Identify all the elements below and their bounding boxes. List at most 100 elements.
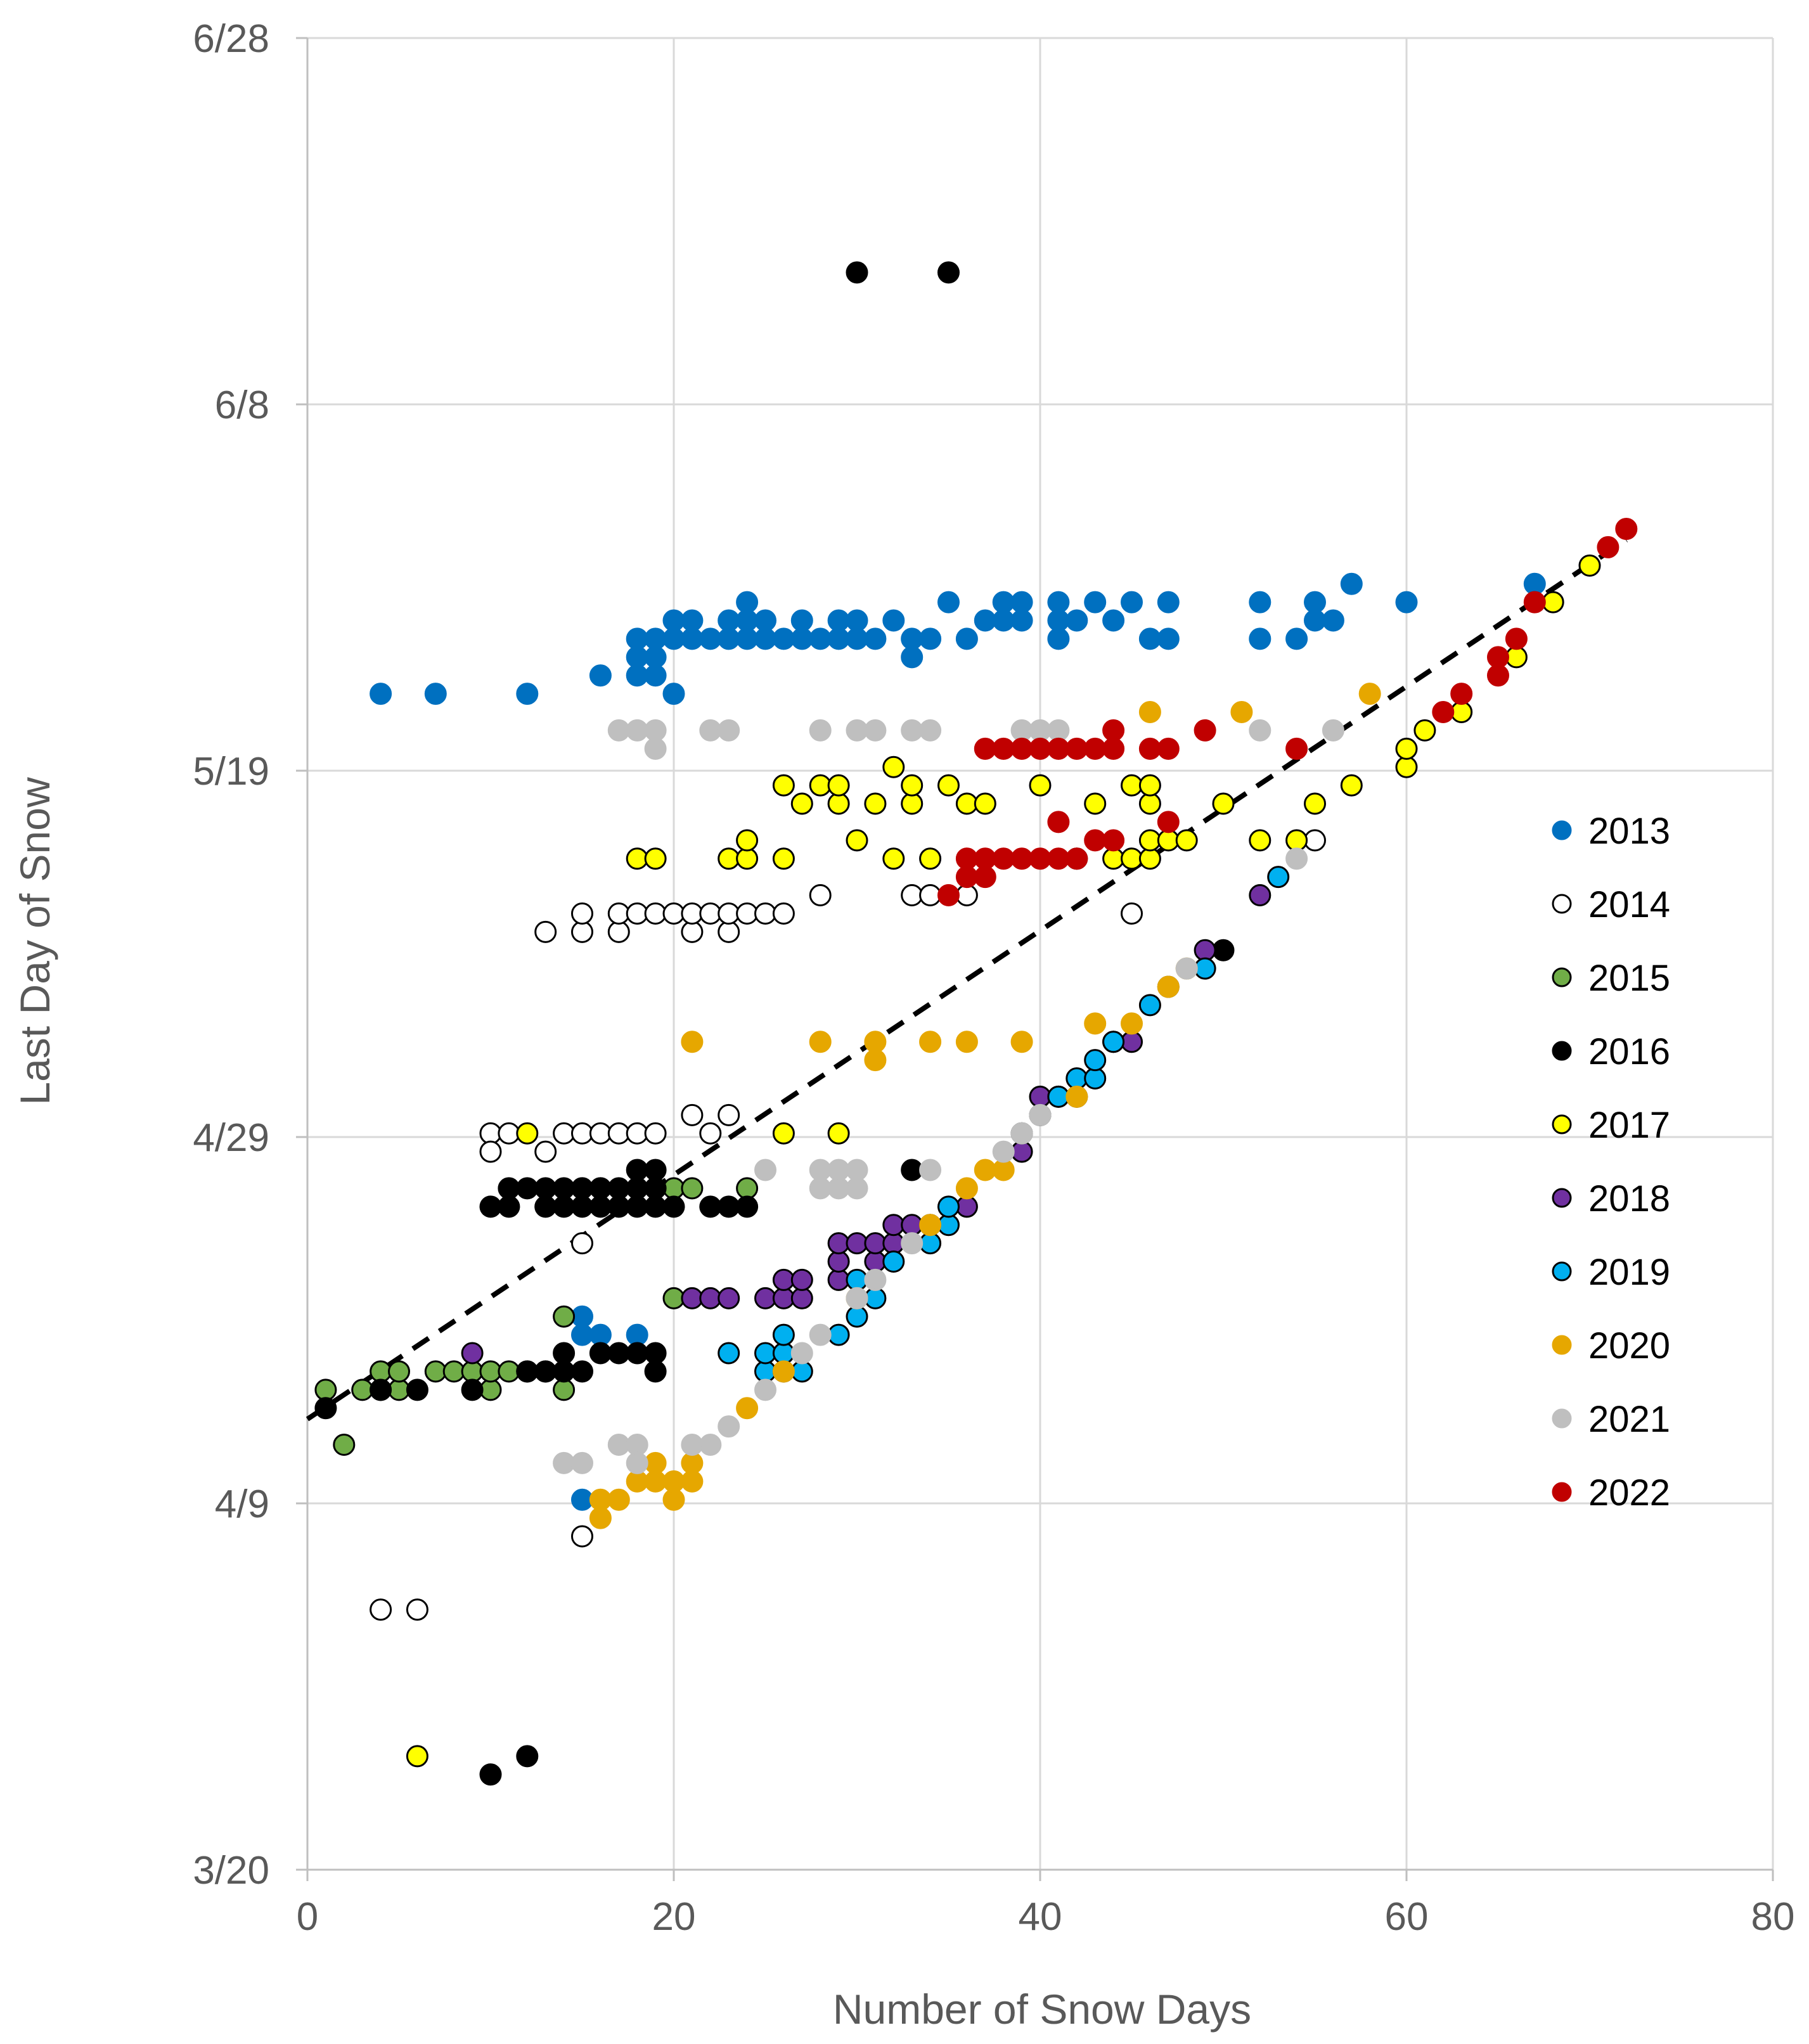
data-point-2016 (846, 261, 868, 284)
data-point-2018 (864, 1232, 887, 1255)
data-point-2014 (406, 1598, 428, 1621)
data-point-2016 (644, 1159, 667, 1181)
data-point-2017 (718, 847, 740, 870)
data-point-2014 (1304, 829, 1326, 852)
legend: 2013 2014 2015 2016 2017 2018 2019 2020 2021 2022 (1552, 811, 1670, 1514)
data-point-2016 (534, 1360, 557, 1383)
data-point-2020 (1358, 683, 1381, 705)
data-point-2019 (882, 1250, 905, 1273)
data-point-2014 (607, 920, 630, 943)
x-tick-label: 20 (652, 1895, 696, 1939)
data-point-2021 (846, 1177, 868, 1200)
data-point-2018 (772, 1268, 795, 1291)
data-point-2016 (607, 1177, 630, 1200)
data-point-2015 (424, 1360, 447, 1383)
x-tick-label: 60 (1385, 1895, 1429, 1939)
points-layer (314, 261, 1638, 1786)
data-point-2018 (1010, 1140, 1033, 1163)
legend-marker-2018 (1552, 1188, 1572, 1208)
legend-label-2016: 2016 (1588, 1031, 1670, 1072)
data-point-2021 (681, 1434, 704, 1456)
data-point-2017 (1542, 591, 1564, 614)
data-point-2014 (718, 920, 740, 943)
data-point-2015 (333, 1434, 356, 1456)
data-point-2016 (589, 1177, 612, 1200)
data-point-2022 (1084, 737, 1107, 760)
data-point-2013 (1322, 609, 1344, 632)
data-point-2017 (1175, 829, 1198, 852)
data-point-2020 (662, 1488, 685, 1511)
data-point-2019 (1047, 1085, 1070, 1108)
axes-layer: 0 20 40 60 80 3/20 4/9 4/29 5/19 6/8 6/28 (193, 17, 1794, 1939)
data-point-2016 (626, 1342, 648, 1365)
data-point-2022 (955, 866, 978, 889)
data-point-2017 (827, 792, 850, 815)
data-point-2021 (553, 1451, 576, 1474)
data-point-2013 (1395, 591, 1418, 614)
data-point-2016 (534, 1177, 557, 1200)
data-point-2021 (607, 719, 630, 742)
data-point-2021 (626, 1434, 648, 1456)
data-point-2022 (1285, 737, 1308, 760)
data-point-2016 (626, 1195, 648, 1218)
data-point-2020 (919, 1214, 942, 1237)
data-point-2019 (754, 1342, 776, 1365)
legend-marker-2019 (1552, 1261, 1572, 1282)
y-tick-label: 4/29 (193, 1116, 269, 1160)
data-point-2013 (992, 591, 1015, 614)
data-point-2016 (718, 1195, 740, 1218)
data-point-2019 (846, 1268, 868, 1291)
data-point-2021 (754, 1159, 776, 1181)
data-point-2017 (1138, 792, 1161, 815)
data-point-2020 (589, 1488, 612, 1511)
data-point-2016 (516, 1745, 539, 1768)
data-point-2022 (992, 737, 1015, 760)
data-point-2017 (1138, 829, 1161, 852)
data-point-2017 (1121, 774, 1143, 797)
data-point-2021 (571, 1451, 593, 1474)
data-point-2013 (790, 627, 813, 650)
x-axis-title: Number of Snow Days (833, 1986, 1251, 2033)
data-point-2014 (955, 884, 978, 907)
data-point-2021 (1322, 719, 1344, 742)
data-point-2022 (1157, 737, 1180, 760)
data-point-2022 (1065, 737, 1088, 760)
data-point-2019 (1084, 1049, 1107, 1072)
data-point-2020 (1065, 1085, 1088, 1108)
data-point-2013 (424, 683, 447, 705)
legend-marker-2013 (1552, 820, 1572, 840)
data-point-2013 (864, 627, 887, 650)
legend-label-2017: 2017 (1588, 1105, 1670, 1146)
data-point-2022 (992, 847, 1015, 870)
data-point-2020 (662, 1470, 685, 1493)
data-point-2022 (1505, 627, 1528, 650)
data-point-2016 (1212, 939, 1235, 961)
data-point-2018 (718, 1287, 740, 1309)
data-point-2021 (1285, 847, 1308, 870)
data-point-2020 (626, 1470, 648, 1493)
data-point-2016 (644, 1195, 667, 1218)
data-point-2019 (718, 1342, 740, 1365)
x-tick-label: 40 (1019, 1895, 1062, 1939)
data-point-2017 (1121, 847, 1143, 870)
data-point-2016 (498, 1195, 520, 1218)
data-point-2014 (644, 902, 667, 925)
data-point-2020 (681, 1451, 704, 1474)
data-point-2017 (790, 792, 813, 815)
legend-marker-2016 (1552, 1041, 1572, 1061)
data-point-2013 (1249, 591, 1271, 614)
data-point-2014 (607, 1122, 630, 1145)
data-point-2014 (718, 902, 740, 925)
y-tick-label: 5/19 (193, 750, 269, 794)
data-point-2018 (1121, 1031, 1143, 1053)
data-point-2014 (626, 1122, 648, 1145)
y-axis-title: Last Day of Snow (11, 777, 58, 1105)
data-point-2021 (864, 719, 887, 742)
data-point-2013 (662, 627, 685, 650)
data-point-2015 (479, 1360, 502, 1383)
data-point-2016 (644, 1177, 667, 1200)
data-point-2018 (461, 1342, 484, 1365)
data-point-2017 (937, 774, 960, 797)
